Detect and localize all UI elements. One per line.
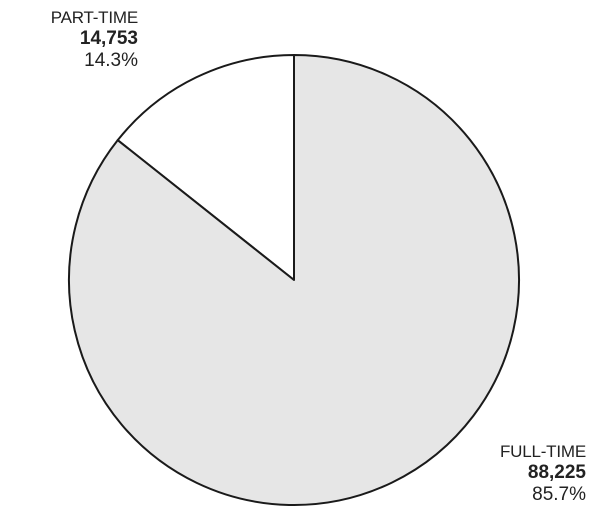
pie-slices xyxy=(68,54,520,506)
percent-label-part-time: 14.3% xyxy=(84,50,138,72)
pie-slice-part-time xyxy=(116,54,295,281)
slice-label-full-time: FULL-TIME 88,225 85.7% xyxy=(426,442,586,507)
slice-label-part-time: PART-TIME 14,753 14.3% xyxy=(10,8,139,73)
percent-label-full-time: 85.7% xyxy=(532,484,586,506)
value-label-full-time: 88,225 xyxy=(527,462,586,484)
category-label-part-time: PART-TIME xyxy=(50,8,139,27)
value-label-part-time: 14,753 xyxy=(79,28,138,50)
category-label-full-time: FULL-TIME xyxy=(499,442,586,461)
pie-slice-full-time xyxy=(68,54,520,506)
